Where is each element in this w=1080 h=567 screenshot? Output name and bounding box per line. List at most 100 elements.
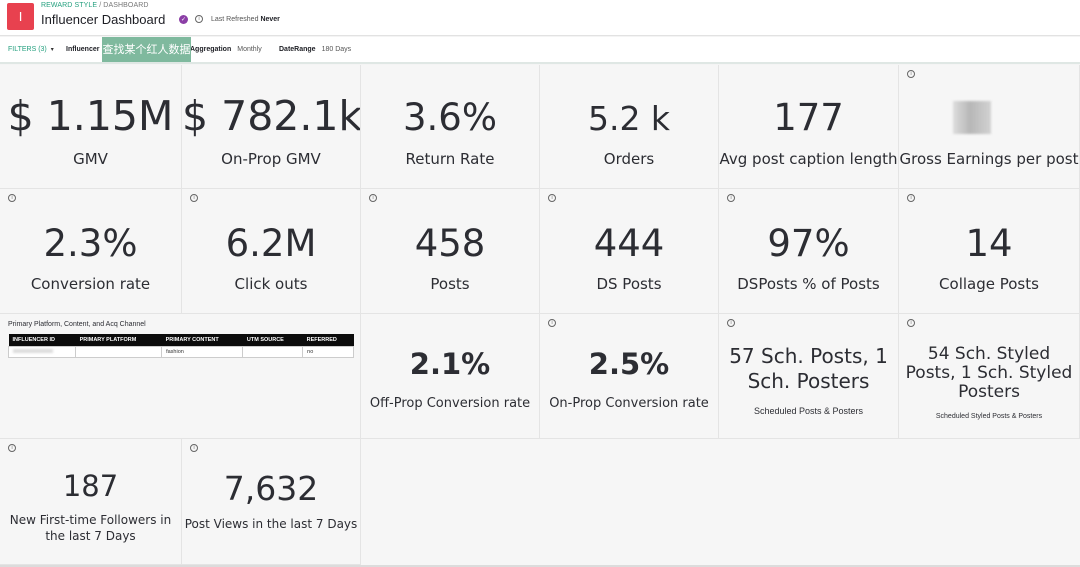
tile-value: 177 bbox=[773, 96, 844, 139]
info-icon[interactable]: i bbox=[907, 194, 915, 202]
breadcrumb: REWARD STYLE / DASHBOARD bbox=[41, 2, 149, 9]
last-refreshed-label: Last Refreshed bbox=[211, 16, 259, 23]
info-icon[interactable]: i bbox=[548, 194, 556, 202]
tile-label: Collage Posts bbox=[939, 275, 1039, 293]
tile-value: 7,632 bbox=[223, 469, 319, 508]
search-influencer-overlay[interactable]: 查找某个红人数据 bbox=[102, 37, 191, 62]
tile-dsposts-pct: i 97% DSPosts % of Posts bbox=[719, 189, 899, 314]
tile-label: On-Prop Conversion rate bbox=[549, 396, 709, 411]
filter-value: Monthly bbox=[237, 46, 262, 53]
filters-toggle-label: FILTERS (3) bbox=[8, 46, 47, 53]
tile-value: 458 bbox=[414, 222, 486, 265]
tile-label: Gross Earnings per post bbox=[899, 151, 1079, 168]
tile-value: 57 Sch. Posts, 1 Sch. Posters bbox=[729, 344, 888, 393]
tile-value: 2.5% bbox=[588, 347, 670, 381]
dashboard-grid: $ 1.15M GMV $ 782.1k On-Prop GMV 3.6% Re… bbox=[0, 65, 1080, 567]
tile-value: $ 782.1k bbox=[182, 92, 361, 140]
info-icon[interactable]: i bbox=[369, 194, 377, 202]
tile-label: Orders bbox=[603, 150, 655, 168]
info-icon[interactable]: i bbox=[8, 194, 16, 202]
info-icon[interactable]: i bbox=[190, 444, 198, 452]
info-icon[interactable]: i bbox=[8, 444, 16, 452]
redacted-value bbox=[13, 349, 53, 353]
column-header[interactable]: PRIMARY PLATFORM bbox=[75, 334, 162, 347]
column-header[interactable]: INFLUENCER ID bbox=[8, 334, 76, 347]
tile-value: 6.2M bbox=[225, 222, 317, 265]
filter-label: Aggregation bbox=[190, 46, 232, 53]
redacted-value bbox=[953, 101, 991, 134]
table-cell: fashion bbox=[161, 346, 244, 358]
chevron-down-icon: ▾ bbox=[50, 47, 54, 53]
tile-label: DS Posts bbox=[596, 275, 662, 293]
filters-toggle[interactable]: FILTERS (3) ▾ bbox=[8, 46, 54, 53]
tile-label: On-Prop GMV bbox=[221, 150, 321, 168]
check-badge-icon: ✓ bbox=[179, 15, 188, 24]
tile-label: New First-time Followers in the last 7 D… bbox=[9, 513, 172, 543]
info-icon[interactable]: i bbox=[548, 319, 556, 327]
tile-click-outs: i 6.2M Click outs bbox=[182, 189, 361, 314]
breadcrumb-link-reward-style[interactable]: REWARD STYLE bbox=[41, 2, 98, 9]
tile-ds-posts: i 444 DS Posts bbox=[540, 189, 719, 314]
info-icon[interactable]: i bbox=[727, 319, 735, 327]
table-cell bbox=[7, 346, 77, 358]
tile-value: $ 1.15M bbox=[7, 92, 174, 140]
tile-label: Scheduled Posts & Posters bbox=[753, 406, 864, 416]
last-refreshed: Last Refreshed Never bbox=[211, 16, 280, 23]
info-icon[interactable]: i bbox=[907, 319, 915, 327]
tile-conversion-rate: i 2.3% Conversion rate bbox=[0, 189, 182, 314]
tile-return-rate: 3.6% Return Rate bbox=[361, 65, 540, 189]
app-header: I REWARD STYLE / DASHBOARD Influencer Da… bbox=[0, 0, 1080, 36]
column-header[interactable]: PRIMARY CONTENT bbox=[161, 334, 243, 347]
tile-orders: 5.2 k Orders bbox=[540, 65, 719, 189]
table-title: Primary Platform, Content, and Acq Chann… bbox=[8, 321, 146, 328]
tile-scheduled-posts: i 57 Sch. Posts, 1 Sch. Posters Schedule… bbox=[719, 314, 899, 439]
table-cell: no bbox=[302, 346, 354, 358]
tile-value: 5.2 k bbox=[587, 99, 671, 138]
tile-value: 2.1% bbox=[409, 347, 491, 381]
table-header-row: INFLUENCER ID PRIMARY PLATFORM PRIMARY C… bbox=[8, 334, 354, 347]
filter-influencer[interactable]: Influencer bbox=[66, 46, 99, 53]
tile-value: 444 bbox=[593, 222, 665, 265]
info-icon[interactable]: i bbox=[195, 15, 203, 23]
tile-posts: i 458 Posts bbox=[361, 189, 540, 314]
column-header[interactable]: REFERRED bbox=[302, 334, 354, 347]
info-icon[interactable]: i bbox=[907, 70, 915, 78]
tile-label: Off-Prop Conversion rate bbox=[369, 396, 531, 411]
tile-post-views: i 7,632 Post Views in the last 7 Days bbox=[182, 439, 361, 565]
tile-label: Scheduled Styled Posts & Posters bbox=[935, 413, 1043, 420]
tile-label: Posts bbox=[430, 275, 470, 293]
tile-on-prop-gmv: $ 782.1k On-Prop GMV bbox=[182, 65, 361, 189]
info-icon[interactable]: i bbox=[190, 194, 198, 202]
breadcrumb-current: / DASHBOARD bbox=[97, 2, 149, 9]
tile-gross-earnings-per-post: i Gross Earnings per post bbox=[899, 65, 1080, 189]
divider bbox=[0, 565, 1080, 567]
last-refreshed-value: Never bbox=[260, 16, 280, 23]
filter-daterange[interactable]: DateRange 180 Days bbox=[279, 46, 351, 53]
table-cell bbox=[242, 346, 304, 358]
tile-label: Post Views in the last 7 Days bbox=[184, 517, 358, 531]
table-row: fashion no bbox=[7, 346, 354, 358]
tile-label: DSPosts % of Posts bbox=[737, 275, 880, 293]
filter-label: Influencer bbox=[66, 46, 100, 53]
tile-avg-post-caption-length: 177 Avg post caption length bbox=[719, 65, 899, 189]
tile-label: Avg post caption length bbox=[719, 151, 898, 168]
tile-label: Click outs bbox=[234, 275, 308, 293]
page-title: Influencer Dashboard bbox=[41, 12, 166, 27]
filter-aggregation[interactable]: Aggregation Monthly bbox=[190, 46, 262, 53]
filter-label: DateRange bbox=[279, 46, 316, 53]
app-logo[interactable]: I bbox=[7, 3, 34, 30]
info-icon[interactable]: i bbox=[727, 194, 735, 202]
tile-value: 187 bbox=[62, 469, 119, 503]
tile-label: Conversion rate bbox=[30, 275, 151, 293]
tile-platform-table: Primary Platform, Content, and Acq Chann… bbox=[0, 314, 361, 439]
tile-gmv: $ 1.15M GMV bbox=[0, 65, 182, 189]
tile-value: 2.3% bbox=[43, 222, 138, 265]
column-header[interactable]: UTM SOURCE bbox=[242, 334, 303, 347]
tile-off-prop-conversion: 2.1% Off-Prop Conversion rate bbox=[361, 314, 540, 439]
tile-on-prop-conversion: i 2.5% On-Prop Conversion rate bbox=[540, 314, 719, 439]
tile-value: 97% bbox=[767, 222, 850, 265]
tile-value: 14 bbox=[965, 222, 1013, 265]
tile-collage-posts: i 14 Collage Posts bbox=[899, 189, 1080, 314]
table-cell bbox=[75, 346, 163, 358]
tile-scheduled-styled-posts: i 54 Sch. Styled Posts, 1 Sch. Styled Po… bbox=[899, 314, 1080, 439]
